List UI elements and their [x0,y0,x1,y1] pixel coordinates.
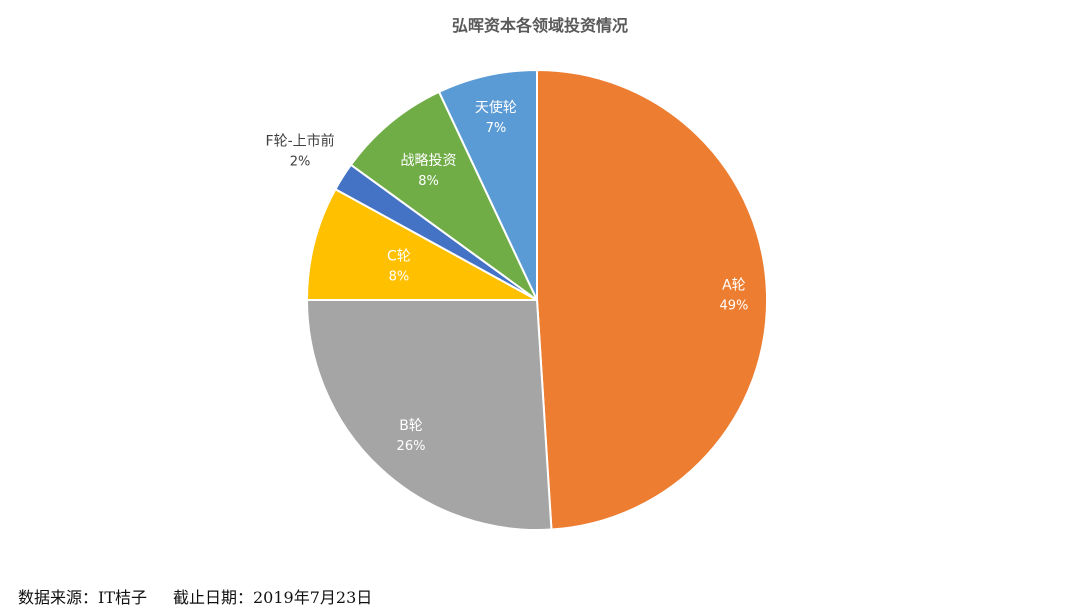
pie-slices [305,68,769,531]
cutoff-date: 截止日期：2019年7月23日 [173,588,373,607]
pie-slice-4 [349,90,538,301]
slice-category-label: A轮 [722,278,746,294]
pie-slice-0 [536,68,769,531]
pie-slice-5 [437,68,538,301]
slice-category-label: 战略投资 [401,153,457,169]
slice-percent-label: 8% [389,270,410,285]
footer: 数据来源：IT桔子 截止日期：2019年7月23日 [18,584,372,608]
pie-labels: A轮 49% B轮 26% C轮 8% F轮-上市前 2% 战略投资 8% 天使轮 7% [266,99,749,454]
chart-title: 弘晖资本各领域投资情况 [451,16,628,35]
slice-category-label: B轮 [399,418,423,434]
slice-percent-label: 49% [719,299,748,314]
slice-percent-label: 2% [290,155,311,170]
slice-percent-label: 8% [418,174,439,189]
pie-slice-2 [305,187,538,301]
slice-percent-label: 7% [486,121,507,136]
pie-slice-1 [305,299,553,531]
pie-chart: A轮 49% B轮 26% C轮 8% F轮-上市前 2% 战略投资 8% 天使轮 7% [266,68,769,531]
slice-category-label: C轮 [387,249,411,265]
data-source: 数据来源：IT桔子 [18,588,147,607]
slice-category-label: F轮-上市前 [266,133,335,150]
slice-category-label: 天使轮 [475,99,517,116]
slice-percent-label: 26% [397,439,426,454]
